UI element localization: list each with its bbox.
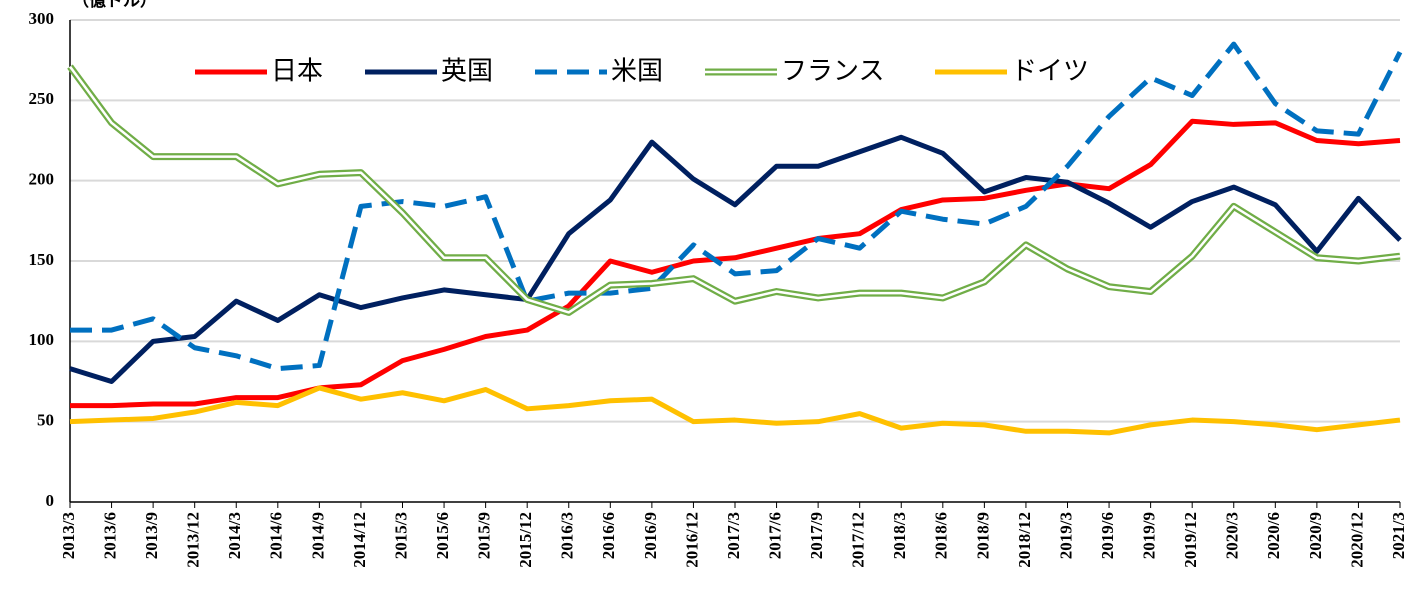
series-line (69, 385, 1401, 436)
y-tick-label: 150 (29, 250, 55, 269)
x-tick-label: 2020/12 (1347, 512, 1366, 568)
y-tick-label: 0 (46, 491, 55, 510)
x-tick-label: 2018/12 (1015, 512, 1034, 568)
x-tick-label: 2021/3 (1389, 512, 1406, 559)
legend-label: フランス (781, 57, 884, 87)
x-tick-label: 2019/3 (1056, 512, 1075, 559)
x-tick-label: 2015/12 (516, 512, 535, 568)
x-tick-label: 2018/9 (973, 512, 992, 559)
series-line (70, 118, 1401, 409)
legend-label: 日本 (271, 57, 323, 87)
x-tick-label: 2014/12 (350, 512, 369, 568)
x-tick-label: 2018/6 (932, 512, 951, 559)
x-tick-label: 2017/6 (765, 512, 784, 559)
legend-label: 英国 (441, 57, 493, 87)
y-tick-label: 200 (29, 170, 55, 189)
x-tick-label: 2019/6 (1098, 512, 1117, 559)
y-tick-label: 250 (29, 89, 55, 108)
x-tick-label: 2015/9 (475, 512, 494, 559)
y-axis-label: （億ドル） (72, 0, 157, 10)
x-tick-label: 2014/3 (225, 512, 244, 559)
x-tick-label: 2019/9 (1140, 512, 1159, 559)
x-tick-label: 2016/12 (682, 512, 701, 568)
x-tick-label: 2016/6 (599, 512, 618, 559)
x-tick-label: 2014/9 (308, 512, 327, 559)
x-tick-label: 2014/6 (267, 512, 286, 559)
legend-label: ドイツ (1011, 57, 1089, 87)
x-tick-label: 2017/3 (724, 512, 743, 559)
series-line (69, 134, 1402, 384)
x-tick-label: 2017/9 (807, 512, 826, 559)
series-line (68, 65, 1401, 314)
series-line (70, 41, 1403, 372)
x-tick-label: 2013/6 (100, 512, 119, 559)
y-tick-label: 50 (37, 411, 54, 430)
x-tick-label: 2020/3 (1223, 512, 1242, 559)
x-tick-label: 2015/3 (391, 512, 410, 559)
y-tick-label: 100 (29, 330, 55, 349)
x-tick-label: 2016/3 (558, 512, 577, 559)
x-tick-label: 2018/3 (890, 512, 909, 559)
x-tick-label: 2017/12 (849, 512, 868, 568)
x-tick-label: 2013/9 (142, 512, 161, 559)
x-tick-label: 2015/6 (433, 512, 452, 559)
y-tick-label: 300 (29, 9, 55, 28)
x-tick-label: 2013/3 (59, 512, 78, 559)
legend-label: 米国 (611, 57, 663, 87)
x-tick-label: 2020/6 (1264, 512, 1283, 559)
x-tick-label: 2013/12 (184, 512, 203, 568)
x-tick-label: 2019/12 (1181, 512, 1200, 568)
x-tick-label: 2016/9 (641, 512, 660, 559)
x-tick-label: 2020/9 (1306, 512, 1325, 559)
